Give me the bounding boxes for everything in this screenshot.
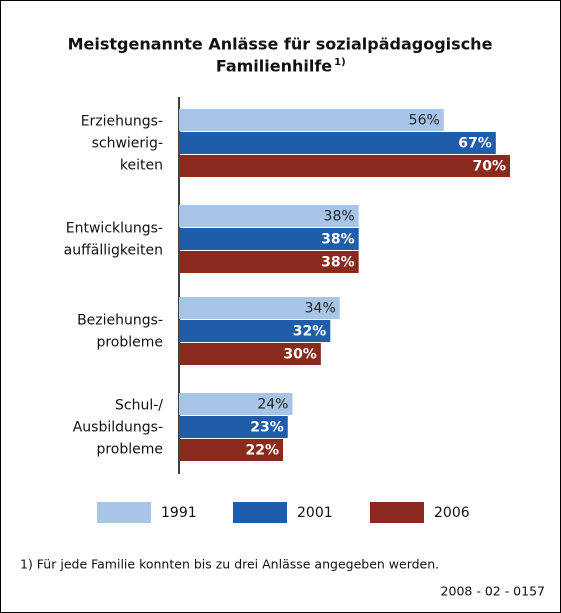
- chart-title: Meistgenannte Anlässe für sozialpädagogi…: [68, 35, 493, 54]
- legend-swatch: [97, 502, 151, 523]
- value-label: 38%: [324, 209, 355, 225]
- bar: [179, 439, 284, 461]
- category-label: Beziehungs-: [77, 313, 163, 329]
- category-label: schwierig-: [92, 136, 163, 152]
- legend-swatch: [370, 502, 424, 523]
- value-label: 24%: [257, 397, 288, 413]
- bar: [179, 228, 359, 250]
- legend-label: 2006: [434, 505, 470, 521]
- legend-label: 2001: [297, 505, 333, 521]
- value-label: 38%: [321, 255, 355, 271]
- bar: [179, 297, 340, 319]
- source: 2008 - 02 - 0157: [441, 584, 545, 599]
- bar: [179, 320, 331, 342]
- value-label: 56%: [409, 113, 440, 129]
- bar: [179, 393, 293, 415]
- category-label: probleme: [96, 335, 163, 351]
- footnote: 1) Für jede Familie konnten bis zu drei …: [20, 557, 439, 572]
- bar: [179, 251, 359, 273]
- bar: [179, 109, 444, 131]
- value-label: 34%: [305, 301, 336, 317]
- bar: [179, 416, 288, 438]
- category-label: Erziehungs-: [81, 114, 163, 130]
- value-label: 22%: [246, 443, 280, 459]
- value-label: 67%: [458, 136, 492, 152]
- bar: [179, 132, 496, 154]
- category-label: Entwicklungs-: [66, 221, 163, 237]
- bar: [179, 205, 359, 227]
- value-label: 38%: [321, 232, 355, 248]
- category-label: auffälligkeiten: [64, 243, 163, 259]
- category-label: Schul-/: [115, 398, 163, 414]
- value-label: 23%: [250, 420, 284, 436]
- legend-label: 1991: [161, 505, 197, 521]
- bar: [179, 343, 321, 365]
- value-label: 32%: [293, 324, 327, 340]
- category-label: Ausbildungs-: [73, 420, 163, 436]
- category-label: keiten: [120, 158, 163, 174]
- category-label: probleme: [96, 442, 163, 458]
- legend-swatch: [233, 502, 287, 523]
- chart-title: Familienhilfe: [216, 57, 332, 76]
- title-note: 1): [334, 57, 346, 68]
- bar: [179, 155, 510, 177]
- value-label: 70%: [472, 159, 506, 175]
- value-label: 30%: [283, 347, 317, 363]
